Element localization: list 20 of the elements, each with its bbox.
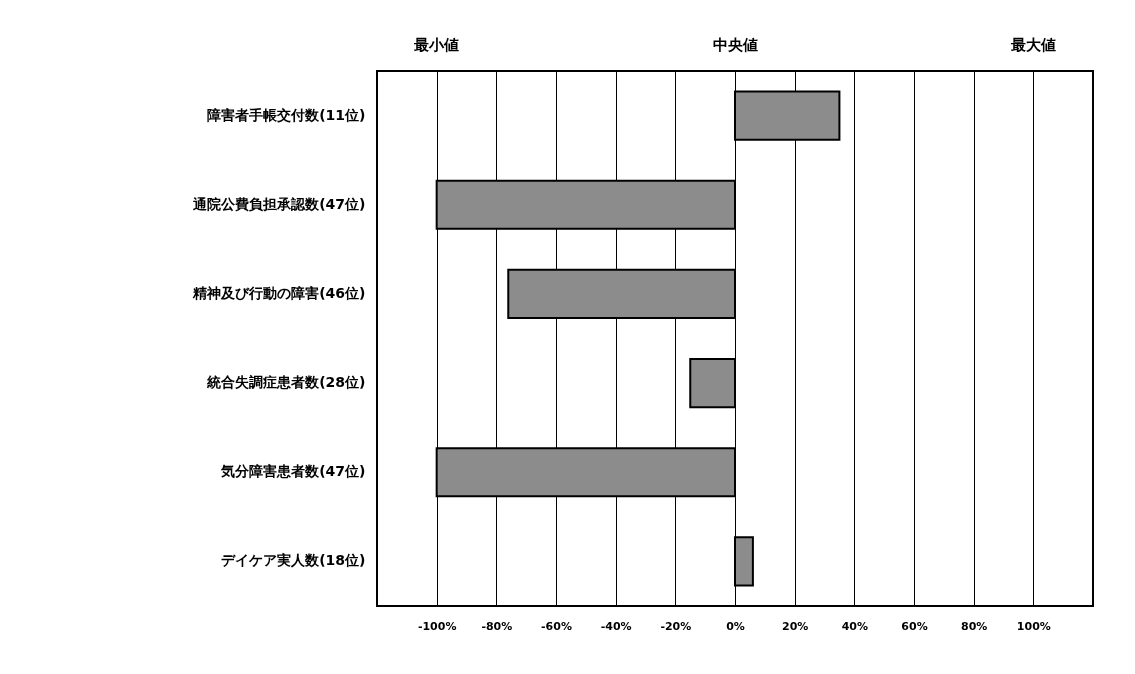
y-tick-label: 通院公費負担承認数(47位) [192,195,366,212]
x-tick-label: 40% [841,619,869,633]
x-tick-label: 100% [1016,619,1051,633]
x-tick-label: -80% [481,619,513,633]
x-tick-label: -60% [541,619,572,633]
x-tick-label: 80% [960,619,988,633]
x-tick-label: 0% [726,619,745,633]
y-tick-label: 統合失調症患者数(28位) [206,374,366,391]
x-tick-label: -100% [417,619,457,633]
y-tick-label: 気分障害患者数(47位) [220,463,366,480]
text: 最大値 [1009,36,1056,54]
y-tick-label: 精神及び行動の障害(46位) [192,284,366,301]
y-tick-label: 障害者手帳交付数(11位) [207,106,366,123]
x-tick-label: 60% [901,619,928,633]
x-tick-label: -40% [600,619,632,633]
x-tick-label: 20% [781,619,809,633]
x-tick-label: -20% [660,619,692,633]
text: 中央値 [712,36,758,54]
y-tick-label: デイケア実人数(18位) [221,552,366,569]
text: 最小値 [413,36,460,54]
